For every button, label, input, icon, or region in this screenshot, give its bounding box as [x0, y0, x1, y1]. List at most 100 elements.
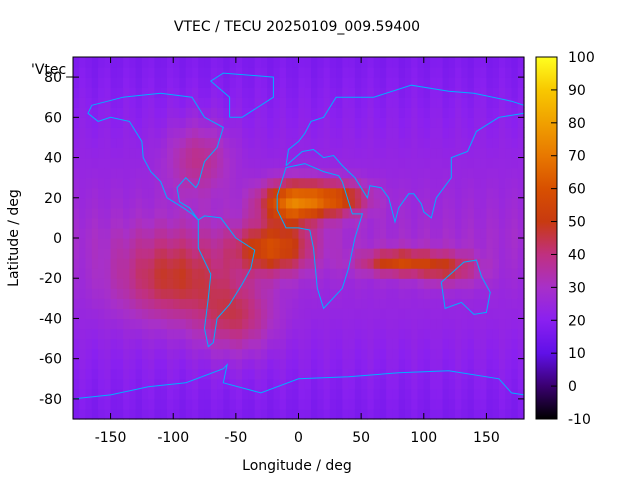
- heat-cell: [148, 177, 156, 189]
- heat-cell: [480, 187, 488, 199]
- heat-cell: [517, 107, 525, 118]
- heat-cell: [154, 238, 162, 249]
- heat-cell: [242, 238, 249, 249]
- heat-cell: [342, 107, 350, 118]
- heat-cell: [473, 248, 481, 259]
- heat-cell: [192, 127, 199, 139]
- heat-cell: [423, 248, 431, 259]
- heat-cell: [373, 117, 381, 128]
- heat-cell: [348, 288, 356, 299]
- heat-cell: [373, 227, 381, 239]
- heat-cell: [317, 338, 325, 350]
- heat-cell: [91, 248, 99, 259]
- heat-cell: [398, 227, 406, 239]
- heat-cell: [361, 358, 368, 370]
- heat-cell: [473, 268, 481, 279]
- heat-cell: [505, 328, 513, 340]
- heat-cell: [260, 298, 268, 309]
- heat-cell: [279, 67, 287, 78]
- heat-cell: [273, 398, 281, 410]
- heat-cell: [498, 268, 506, 279]
- heat-cell: [398, 298, 406, 309]
- heat-cell: [91, 378, 99, 390]
- heat-cell: [185, 318, 193, 330]
- heat-cell: [423, 388, 431, 400]
- heat-cell: [123, 278, 130, 289]
- heat-cell: [235, 388, 243, 400]
- heat-cell: [398, 308, 406, 320]
- heat-cell: [517, 268, 525, 279]
- heat-cell: [179, 157, 187, 169]
- heat-cell: [285, 238, 293, 249]
- heat-cell: [210, 358, 218, 370]
- heat-cell: [110, 378, 118, 390]
- heat-cell: [354, 388, 362, 400]
- heat-cell: [210, 268, 218, 279]
- heat-cell: [304, 57, 312, 68]
- heat-cell: [148, 77, 156, 88]
- heat-cell: [254, 87, 262, 98]
- heat-cell: [235, 368, 243, 380]
- heat-cell: [135, 57, 143, 68]
- heat-cell: [498, 127, 506, 139]
- heat-cell: [461, 127, 469, 139]
- heat-cell: [217, 288, 224, 299]
- heat-cell: [85, 127, 93, 139]
- heat-cell: [398, 318, 406, 330]
- heat-cell: [204, 77, 212, 88]
- heat-cell: [185, 308, 193, 320]
- heat-cell: [260, 117, 268, 128]
- heat-cell: [417, 67, 425, 78]
- heat-cell: [442, 77, 450, 88]
- heat-cell: [210, 107, 218, 118]
- heat-cell: [148, 288, 156, 299]
- heat-cell: [354, 328, 362, 340]
- heat-cell: [129, 167, 137, 179]
- heat-cell: [198, 348, 206, 360]
- heat-cell: [511, 378, 519, 390]
- heat-cell: [292, 358, 300, 370]
- heat-cell: [91, 77, 99, 88]
- heat-cell: [486, 127, 494, 139]
- heat-cell: [348, 177, 356, 189]
- heat-cell: [473, 318, 481, 330]
- heat-cell: [154, 408, 162, 420]
- heat-cell: [116, 67, 124, 78]
- heat-cell: [229, 87, 237, 98]
- heat-cell: [110, 177, 118, 189]
- heat-cell: [235, 398, 243, 410]
- heat-cell: [398, 348, 406, 360]
- heat-cell: [404, 338, 412, 350]
- heat-cell: [298, 308, 306, 320]
- heat-cell: [354, 67, 362, 78]
- heat-cell: [511, 187, 519, 199]
- heat-cell: [110, 328, 118, 340]
- heat-cell: [486, 197, 494, 209]
- heat-cell: [317, 117, 325, 128]
- heat-cell: [436, 278, 444, 289]
- heat-cell: [210, 147, 218, 159]
- heat-cell: [354, 238, 362, 249]
- heat-cell: [204, 308, 212, 320]
- heat-cell: [192, 197, 199, 209]
- heat-cell: [279, 57, 287, 68]
- heat-cell: [248, 87, 256, 98]
- heat-cell: [392, 388, 400, 400]
- heat-cell: [110, 338, 118, 350]
- heat-cell: [229, 147, 237, 159]
- heat-cell: [192, 318, 199, 330]
- heat-cell: [361, 278, 368, 289]
- heat-cell: [323, 338, 331, 350]
- heat-cell: [336, 238, 343, 249]
- heat-cell: [273, 258, 281, 269]
- heat-cell: [79, 207, 87, 219]
- heat-cell: [417, 328, 425, 340]
- heat-cell: [135, 67, 143, 78]
- heat-cell: [367, 288, 375, 299]
- heat-cell: [135, 77, 143, 88]
- heat-cell: [367, 378, 375, 390]
- heat-cell: [104, 328, 112, 340]
- heat-cell: [285, 187, 293, 199]
- heat-cell: [273, 147, 281, 159]
- heat-cell: [417, 348, 425, 360]
